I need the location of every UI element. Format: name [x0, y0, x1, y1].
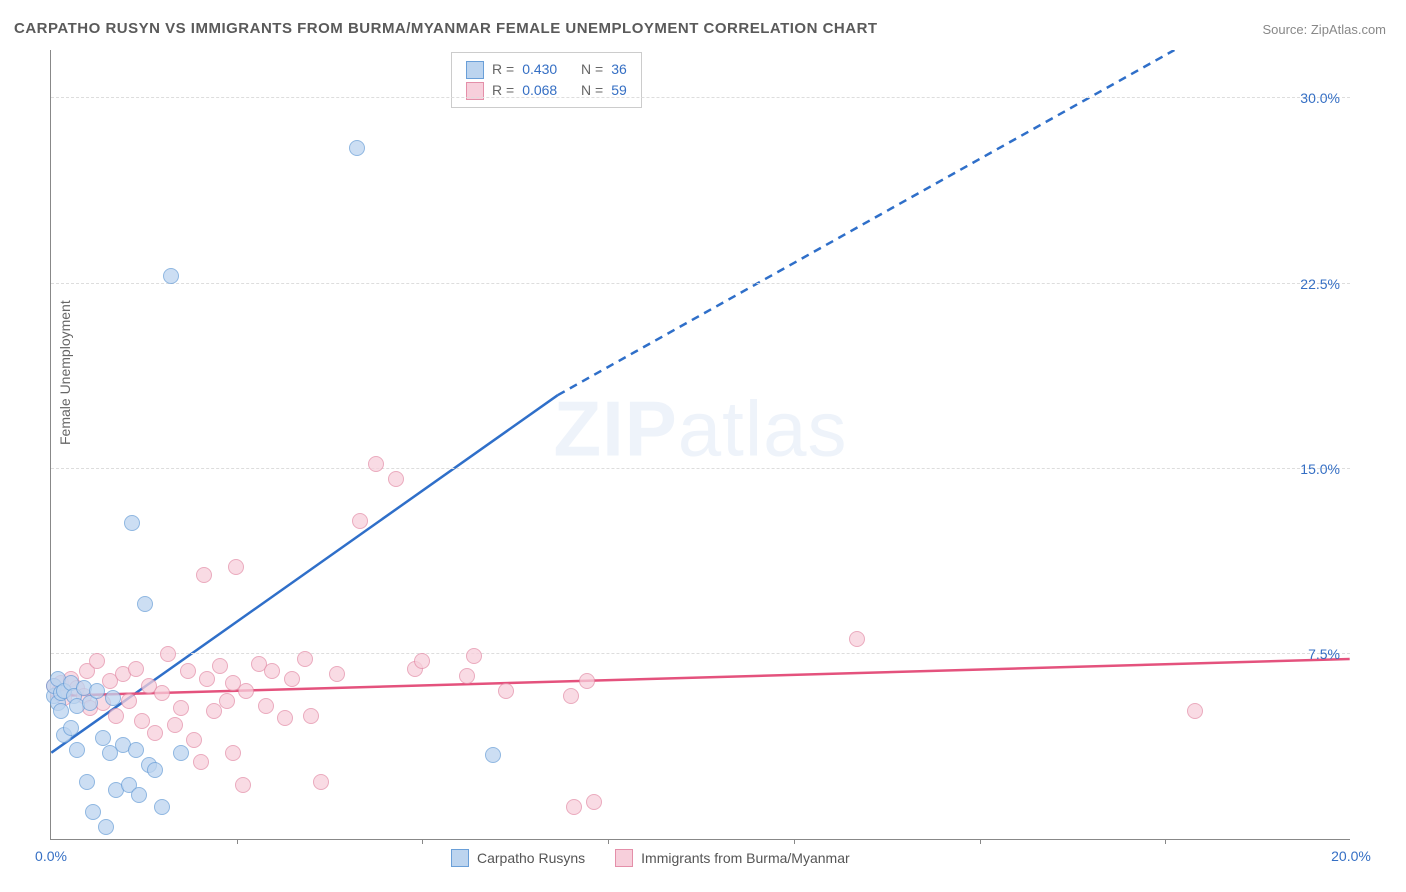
data-point-pink [154, 685, 170, 701]
chart-title: CARPATHO RUSYN VS IMMIGRANTS FROM BURMA/… [14, 20, 878, 37]
legend-label-blue: Carpatho Rusyns [477, 850, 585, 866]
watermark: ZIPatlas [553, 383, 847, 474]
data-point-blue [63, 720, 79, 736]
data-point-blue [124, 515, 140, 531]
x-tick-label: 20.0% [1331, 848, 1371, 864]
data-point-pink [368, 456, 384, 472]
source-attribution: Source: ZipAtlas.com [1262, 22, 1386, 37]
data-point-pink [1187, 703, 1203, 719]
data-point-blue [85, 804, 101, 820]
gridline [51, 653, 1350, 654]
data-point-pink [566, 799, 582, 815]
data-point-pink [128, 661, 144, 677]
y-tick-label: 30.0% [1300, 90, 1340, 106]
data-point-pink [277, 710, 293, 726]
data-point-pink [196, 567, 212, 583]
data-point-blue [105, 690, 121, 706]
data-point-blue [137, 596, 153, 612]
legend-row-blue: R = 0.430 N = 36 [466, 59, 627, 80]
data-point-pink [228, 559, 244, 575]
data-point-pink [199, 671, 215, 687]
data-point-blue [69, 742, 85, 758]
data-point-pink [264, 663, 280, 679]
data-point-pink [134, 713, 150, 729]
data-point-pink [235, 777, 251, 793]
data-point-pink [212, 658, 228, 674]
x-tick [608, 839, 609, 844]
data-point-pink [173, 700, 189, 716]
data-point-pink [219, 693, 235, 709]
data-point-pink [849, 631, 865, 647]
data-point-pink [297, 651, 313, 667]
data-point-pink [225, 745, 241, 761]
data-point-pink [498, 683, 514, 699]
data-point-pink [459, 668, 475, 684]
data-point-pink [284, 671, 300, 687]
data-point-pink [586, 794, 602, 810]
y-axis-label: Female Unemployment [57, 300, 73, 445]
x-tick [237, 839, 238, 844]
data-point-pink [352, 513, 368, 529]
legend-label-pink: Immigrants from Burma/Myanmar [641, 850, 849, 866]
y-tick-label: 22.5% [1300, 276, 1340, 292]
data-point-pink [147, 725, 163, 741]
y-tick-label: 7.5% [1308, 646, 1340, 662]
data-point-blue [485, 747, 501, 763]
data-point-blue [89, 683, 105, 699]
data-point-pink [160, 646, 176, 662]
data-point-pink [329, 666, 345, 682]
data-point-pink [193, 754, 209, 770]
series-legend: Carpatho Rusyns Immigrants from Burma/My… [451, 849, 850, 867]
data-point-blue [147, 762, 163, 778]
x-tick [422, 839, 423, 844]
data-point-blue [53, 703, 69, 719]
legend-swatch-blue-icon [451, 849, 469, 867]
data-point-pink [313, 774, 329, 790]
gridline [51, 468, 1350, 469]
data-point-pink [303, 708, 319, 724]
trend-lines [51, 50, 1350, 839]
gridline [51, 283, 1350, 284]
data-point-blue [154, 799, 170, 815]
legend-item-blue: Carpatho Rusyns [451, 849, 585, 867]
data-point-pink [108, 708, 124, 724]
data-point-pink [89, 653, 105, 669]
data-point-pink [579, 673, 595, 689]
data-point-blue [173, 745, 189, 761]
data-point-blue [128, 742, 144, 758]
chart-plot-area: Female Unemployment ZIPatlas R = 0.430 N… [50, 50, 1350, 840]
data-point-pink [167, 717, 183, 733]
gridline [51, 97, 1350, 98]
data-point-pink [121, 693, 137, 709]
data-point-pink [563, 688, 579, 704]
y-tick-label: 15.0% [1300, 461, 1340, 477]
data-point-blue [349, 140, 365, 156]
x-tick [794, 839, 795, 844]
data-point-blue [79, 774, 95, 790]
data-point-blue [163, 268, 179, 284]
legend-swatch-pink-icon [615, 849, 633, 867]
data-point-pink [388, 471, 404, 487]
data-point-blue [131, 787, 147, 803]
legend-item-pink: Immigrants from Burma/Myanmar [615, 849, 849, 867]
x-tick-label: 0.0% [35, 848, 67, 864]
x-tick [980, 839, 981, 844]
data-point-pink [258, 698, 274, 714]
data-point-pink [414, 653, 430, 669]
data-point-pink [466, 648, 482, 664]
data-point-pink [186, 732, 202, 748]
data-point-pink [238, 683, 254, 699]
correlation-legend: R = 0.430 N = 36 R = 0.068 N = 59 [451, 52, 642, 108]
data-point-blue [98, 819, 114, 835]
data-point-pink [180, 663, 196, 679]
x-tick [1165, 839, 1166, 844]
data-point-blue [95, 730, 111, 746]
legend-swatch-blue [466, 61, 484, 79]
